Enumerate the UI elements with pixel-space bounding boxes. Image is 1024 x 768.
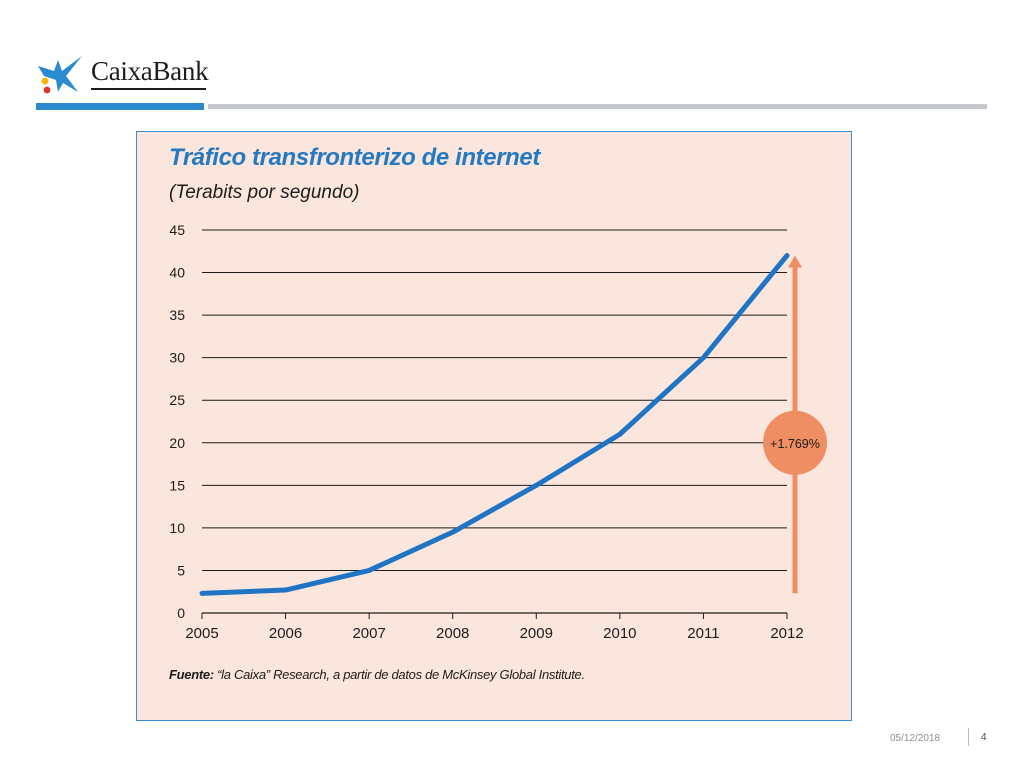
y-tick-label: 25 [169, 392, 185, 408]
caixabank-logo: CaixaBank [36, 52, 216, 94]
annotation-circle [763, 410, 827, 475]
y-tick-label: 40 [169, 265, 185, 281]
x-tick-label: 2008 [436, 625, 469, 642]
y-tick-label: 45 [169, 222, 185, 238]
y-tick-label: 35 [169, 307, 185, 323]
chart-subtitle: (Terabits por segundo) [169, 182, 360, 203]
y-tick-label: 20 [169, 435, 185, 451]
chart-source: Fuente: “la Caixa” Research, a partir de… [169, 667, 585, 682]
y-tick-label: 30 [169, 350, 185, 366]
y-tick-label: 15 [169, 477, 185, 493]
footer-date: 05/12/2018 [890, 733, 941, 744]
y-tick-label: 0 [177, 605, 185, 621]
x-tick-label: 2007 [352, 625, 385, 642]
x-tick-label: 2011 [687, 625, 719, 642]
annotation-label: +1.769% [770, 437, 820, 451]
caixabank-star-icon [38, 56, 82, 94]
header-divider [208, 104, 987, 109]
source-text: “la Caixa” Research, a partir de datos d… [213, 667, 585, 682]
chart-panel: Tráfico transfronterizo de internet (Ter… [136, 131, 852, 721]
y-tick-label: 10 [169, 520, 185, 536]
brand-name: CaixaBank [91, 56, 209, 86]
chart-plot: 0 5 10 15 20 25 30 35 40 45 2005 2006 2007 2008 2009 20… [169, 222, 827, 642]
footer-separator [968, 728, 969, 746]
page-number: 4 [981, 732, 987, 743]
x-tick-label: 2009 [520, 625, 553, 642]
x-tick-label: 2006 [269, 625, 302, 642]
x-tick-label: 2010 [603, 625, 636, 642]
x-tick-label: 2012 [770, 625, 803, 642]
brand-underline [91, 88, 206, 90]
source-label: Fuente: [169, 667, 214, 682]
header-accent-bar [36, 103, 204, 110]
annotation-arrow-head [788, 255, 802, 268]
x-tick-label: 2005 [185, 625, 218, 642]
y-tick-label: 5 [177, 562, 185, 578]
chart-title: Tráfico transfronterizo de internet [169, 144, 540, 171]
series-line [199, 253, 790, 596]
